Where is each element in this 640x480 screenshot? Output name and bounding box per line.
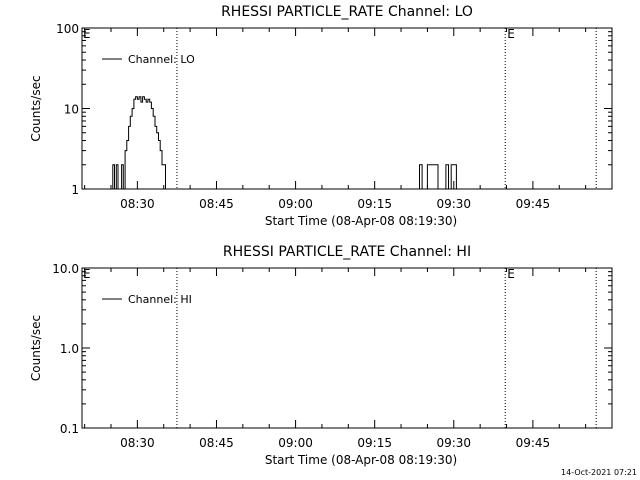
y-tick-label: 1.0: [60, 342, 79, 356]
legend-label: Channel: LO: [128, 53, 195, 66]
chart-title: RHESSI PARTICLE_RATE Channel: LO: [221, 4, 473, 20]
start-marker-label: E: [83, 267, 91, 281]
series-line-segment: [111, 96, 176, 190]
x-tick-label: 09:15: [357, 197, 392, 211]
legend-label: Channel: HI: [128, 293, 192, 306]
x-axis-label: Start Time (08-Apr-08 08:19:30): [265, 453, 457, 467]
y-tick-label: 10.0: [52, 262, 79, 276]
x-tick-label: 09:30: [436, 197, 471, 211]
x-tick-label: 09:45: [516, 197, 551, 211]
x-axis-label: Start Time (08-Apr-08 08:19:30): [265, 214, 457, 228]
panel-lo-channel: RHESSI PARTICLE_RATE Channel: LO 1 10 100 08…: [29, 4, 613, 228]
start-marker-label: E: [83, 27, 91, 41]
chart-title: RHESSI PARTICLE_RATE Channel: HI: [223, 244, 471, 260]
event-marker-label: E: [507, 267, 515, 281]
footer-timestamp: 14-Oct-2021 07:21: [561, 468, 637, 477]
x-tick-label: 09:30: [436, 436, 471, 450]
y-tick-label: 1: [71, 183, 79, 197]
event-marker-label: E: [507, 27, 515, 41]
x-tick-label: 08:45: [199, 436, 234, 450]
x-tick-label: 09:15: [357, 436, 392, 450]
y-tick-label: 10: [64, 103, 79, 117]
x-tick-label: 08:45: [199, 197, 234, 211]
plot-frame: [81, 267, 613, 429]
y-tick-label: 100: [56, 22, 79, 36]
panel-hi-channel: RHESSI PARTICLE_RATE Channel: HI 0.1 1.0 10…: [29, 244, 613, 467]
series-line-segment: [416, 164, 460, 190]
y-tick-label: 0.1: [60, 422, 79, 436]
x-tick-label: 08:30: [120, 197, 155, 211]
x-tick-label: 09:45: [516, 436, 551, 450]
y-axis-label: Counts/sec: [29, 315, 43, 381]
y-axis-label: Counts/sec: [29, 75, 43, 141]
x-tick-label: 09:00: [278, 197, 313, 211]
x-tick-label: 08:30: [120, 436, 155, 450]
x-tick-label: 09:00: [278, 436, 313, 450]
